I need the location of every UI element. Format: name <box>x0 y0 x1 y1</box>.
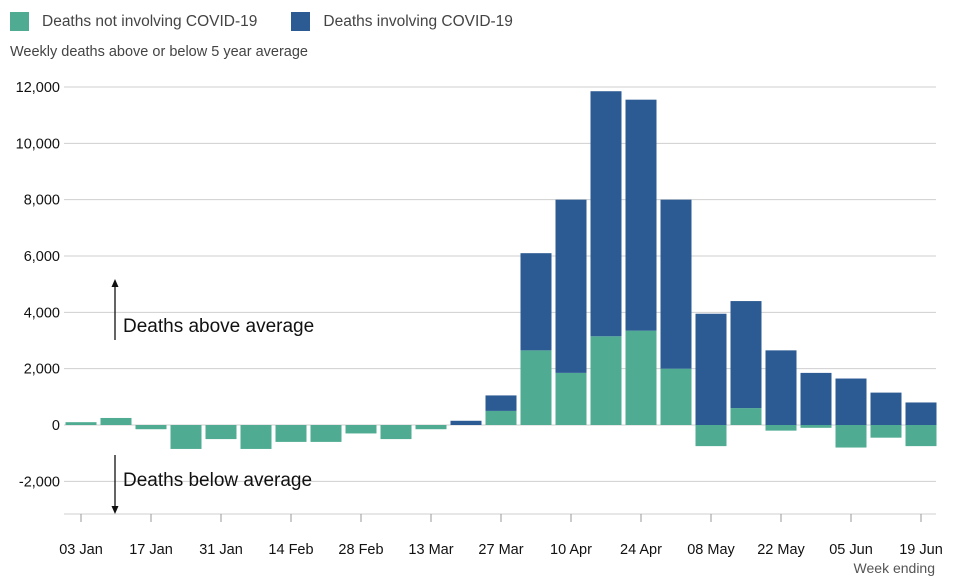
legend-label-covid: Deaths involving COVID-19 <box>323 12 513 30</box>
bar-non-covid <box>835 425 867 448</box>
y-tick-label: -2,000 <box>19 474 60 490</box>
bar-covid <box>590 91 622 337</box>
bar-non-covid <box>100 417 132 425</box>
bar-non-covid <box>590 336 622 425</box>
bar-non-covid <box>485 410 517 425</box>
y-tick-label: 8,000 <box>24 193 60 209</box>
bar-covid <box>730 301 762 409</box>
bar-non-covid <box>240 425 272 449</box>
bar-covid <box>450 420 482 425</box>
x-tick-label: 28 Feb <box>338 542 383 558</box>
x-tick-label: 10 Apr <box>550 542 592 558</box>
bar-non-covid <box>800 425 832 428</box>
bar-non-covid <box>135 425 167 430</box>
legend-swatch-non-covid <box>10 12 29 31</box>
y-axis-ticks: 12,000 10,000 8,000 6,000 4,000 2,000 0 -2,000 <box>16 80 60 490</box>
bar-covid <box>800 372 832 425</box>
bar-non-covid <box>905 425 937 447</box>
x-tick-label: 22 May <box>757 542 805 558</box>
legend-swatch-covid <box>291 12 311 31</box>
bar-non-covid <box>870 425 902 438</box>
legend-item-covid: Deaths involving COVID-19 <box>291 12 513 31</box>
bar-covid <box>695 313 727 425</box>
bar-covid <box>905 402 937 425</box>
y-tick-label: 0 <box>52 418 60 434</box>
bar-non-covid <box>765 425 797 431</box>
bar-non-covid <box>520 350 552 425</box>
bar-non-covid <box>205 425 237 440</box>
bar-non-covid <box>310 425 342 442</box>
annotation-below-average: Deaths below average <box>123 470 312 491</box>
bar-covid <box>660 199 692 369</box>
x-tick-label: 27 Mar <box>478 542 523 558</box>
x-tick-label: 19 Jun <box>899 542 943 558</box>
bar-non-covid <box>555 372 587 425</box>
bars <box>65 91 937 449</box>
x-axis-label: Week ending <box>854 560 935 576</box>
x-axis: 03 Jan 17 Jan 31 Jan 14 Feb 28 Feb 13 Mar 27 M… <box>59 513 943 558</box>
bar-non-covid <box>170 425 202 449</box>
bar-covid <box>625 99 657 331</box>
bar-non-covid <box>730 408 762 425</box>
x-tick-label: 03 Jan <box>59 542 103 558</box>
x-tick-label: 05 Jun <box>829 542 873 558</box>
y-tick-label: 10,000 <box>16 136 60 152</box>
annotation-above-average: Deaths above average <box>123 316 314 337</box>
y-tick-label: 12,000 <box>16 80 60 96</box>
x-tick-label: 08 May <box>687 542 735 558</box>
x-tick-label: 13 Mar <box>408 542 453 558</box>
gridlines <box>64 86 936 482</box>
bar-non-covid <box>415 425 447 430</box>
annotations: Deaths above average Deaths below averag… <box>111 279 314 514</box>
y-tick-label: 4,000 <box>24 305 60 321</box>
legend-item-non-covid: Deaths not involving COVID-19 <box>10 12 257 31</box>
bar-covid <box>520 253 552 351</box>
x-tick-label: 31 Jan <box>199 542 243 558</box>
bar-covid <box>765 350 797 425</box>
bar-covid <box>835 378 867 425</box>
chart-subtitle: Weekly deaths above or below 5 year aver… <box>10 44 308 60</box>
legend-label-non-covid: Deaths not involving COVID-19 <box>42 12 258 30</box>
bar-non-covid <box>275 425 307 442</box>
bar-non-covid <box>625 330 657 425</box>
legend: Deaths not involving COVID-19 Deaths inv… <box>10 12 547 31</box>
y-tick-label: 2,000 <box>24 362 60 378</box>
bar-covid <box>870 392 902 425</box>
bar-non-covid <box>380 425 412 440</box>
arrow-up-head <box>111 279 119 287</box>
bar-covid <box>485 395 517 411</box>
y-tick-label: 6,000 <box>24 249 60 265</box>
bar-non-covid <box>65 422 97 425</box>
bar-non-covid <box>660 368 692 425</box>
arrow-down-head <box>111 506 119 514</box>
bar-non-covid <box>695 425 727 447</box>
bar-covid <box>555 199 587 373</box>
x-tick-label: 17 Jan <box>129 542 173 558</box>
x-tick-label: 14 Feb <box>268 542 313 558</box>
x-tick-label: 24 Apr <box>620 542 662 558</box>
bar-non-covid <box>345 425 377 434</box>
